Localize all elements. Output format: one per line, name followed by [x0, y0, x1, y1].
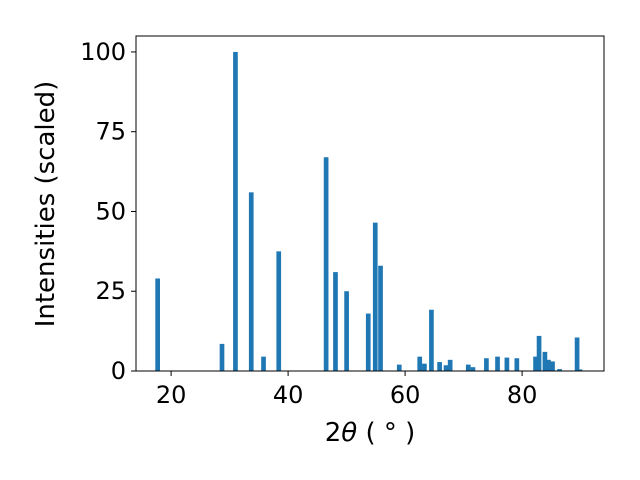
- bar: [577, 369, 583, 371]
- bar: [465, 364, 471, 371]
- bar: [261, 356, 266, 371]
- bar: [533, 356, 538, 371]
- bar: [574, 337, 580, 371]
- bar: [248, 192, 254, 371]
- x-tick-label: 20: [156, 381, 187, 409]
- plot-frame: [135, 35, 605, 372]
- bar: [323, 157, 329, 371]
- y-tick-label: 50: [95, 197, 126, 225]
- bar: [155, 278, 160, 371]
- bar: [333, 272, 338, 371]
- bar: [557, 369, 562, 371]
- bar: [447, 359, 453, 371]
- x-tick-label: 80: [507, 381, 538, 409]
- x-tick-label: 40: [273, 381, 304, 409]
- bar: [514, 358, 520, 371]
- bar: [536, 335, 542, 371]
- bar: [470, 367, 476, 371]
- bar: [550, 361, 555, 371]
- bar: [504, 357, 510, 371]
- bar: [276, 251, 282, 371]
- bar: [417, 356, 423, 371]
- bar: [429, 309, 434, 371]
- y-tick-label: 100: [80, 38, 126, 66]
- bar: [495, 356, 500, 371]
- bar: [484, 358, 489, 371]
- bar: [546, 359, 551, 371]
- bar: [396, 364, 402, 371]
- bar: [344, 291, 349, 371]
- bar: [365, 313, 371, 371]
- y-axis-ticks: 0 25 50 75 100: [80, 38, 136, 385]
- y-axis-label: Intensities (scaled): [31, 81, 61, 328]
- y-tick-label: 0: [111, 357, 126, 385]
- bar: [422, 363, 427, 371]
- bar: [372, 222, 378, 371]
- x-axis-label: 2θ ( ° ): [325, 418, 416, 448]
- bar: [219, 343, 225, 371]
- bar: [378, 265, 383, 371]
- y-tick-label: 75: [95, 118, 126, 146]
- bar: [443, 365, 449, 371]
- bar: [437, 362, 442, 371]
- bar: [233, 51, 238, 371]
- bars-group: [155, 51, 583, 371]
- bar: [542, 351, 548, 371]
- x-axis-ticks: 20 40 60 80: [156, 371, 538, 409]
- y-tick-label: 25: [95, 277, 126, 305]
- x-tick-label: 60: [390, 381, 421, 409]
